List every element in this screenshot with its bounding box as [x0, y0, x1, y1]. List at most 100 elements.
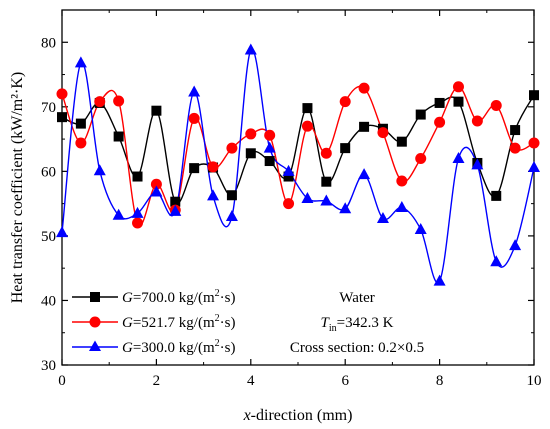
- data-point-square: [434, 97, 445, 108]
- fluid-label: Water: [339, 290, 374, 306]
- data-point-circle: [132, 217, 144, 229]
- y-axis-label: Heat transfer coefficient (kW/m²·K): [9, 72, 26, 304]
- data-point-circle: [396, 175, 408, 187]
- series-markers: [56, 43, 540, 286]
- data-point-triangle: [509, 239, 522, 251]
- data-point-circle: [56, 88, 68, 100]
- data-point-circle: [94, 96, 106, 108]
- data-point-square: [151, 105, 162, 116]
- data-point-triangle: [263, 141, 276, 153]
- y-tick-label: 80: [41, 35, 56, 51]
- y-tick-label: 60: [41, 164, 56, 180]
- data-point-triangle: [471, 158, 484, 170]
- data-point-square: [113, 131, 124, 142]
- data-point-triangle: [490, 255, 503, 267]
- legend-entry-0: G=700.0 kg/(m2·s): [72, 288, 235, 306]
- legend-entry-2: G=300.0 kg/(m2·s): [72, 338, 235, 356]
- data-point-triangle: [150, 185, 163, 197]
- data-point-circle: [226, 142, 238, 154]
- data-point-square: [510, 125, 521, 136]
- data-point-triangle: [452, 151, 465, 163]
- data-point-triangle: [301, 191, 314, 203]
- data-point-square: [170, 196, 181, 207]
- x-tick-label: 10: [527, 373, 542, 389]
- legend-label-0: G=700.0 kg/(m2·s): [122, 288, 235, 306]
- data-point-square: [340, 143, 351, 154]
- data-point-square: [283, 171, 294, 182]
- y-tick-label: 30: [41, 358, 56, 374]
- x-tick-label: 6: [341, 373, 349, 389]
- legend-marker-square: [90, 292, 100, 302]
- legend-marker-circle: [89, 316, 101, 328]
- legend-marker-triangle: [89, 340, 101, 351]
- data-point-square: [57, 112, 67, 123]
- legend-label-2: G=300.0 kg/(m2·s): [122, 338, 235, 356]
- data-point-circle: [320, 147, 332, 159]
- data-point-circle: [528, 137, 540, 149]
- data-point-triangle: [282, 164, 295, 176]
- conditions-annotation: Water Tin=342.3 K Cross section: 0.2×0.5: [290, 290, 424, 356]
- data-point-triangle: [414, 222, 427, 234]
- data-point-circle: [283, 198, 295, 210]
- data-point-triangle: [131, 206, 144, 218]
- data-point-circle: [509, 142, 521, 154]
- data-point-circle: [415, 152, 427, 164]
- data-point-triangle: [244, 43, 257, 55]
- axis-ticks: 0 2 4 6 8 10 30 40 50 60 70 80: [41, 10, 542, 389]
- y-tick-label: 70: [41, 100, 56, 116]
- data-point-triangle: [433, 274, 446, 286]
- data-point-square: [245, 148, 256, 159]
- data-point-circle: [452, 81, 464, 93]
- data-point-triangle: [74, 56, 87, 68]
- data-point-square: [321, 176, 332, 187]
- data-point-square: [453, 96, 464, 107]
- data-point-triangle: [376, 211, 389, 223]
- data-point-triangle: [93, 164, 106, 176]
- x-tick-label: 2: [153, 373, 161, 389]
- data-point-square: [226, 190, 237, 201]
- legend: G=700.0 kg/(m2·s) G=521.7 kg/(m2·s) G=30…: [72, 288, 235, 356]
- series-line-1: [61, 85, 535, 227]
- data-point-square: [529, 90, 539, 101]
- x-tick-label: 4: [247, 373, 255, 389]
- legend-entry-1: G=521.7 kg/(m2·s): [72, 313, 235, 331]
- data-point-circle: [301, 120, 313, 132]
- data-point-triangle: [207, 189, 220, 201]
- data-point-triangle: [56, 226, 68, 238]
- data-point-circle: [188, 112, 200, 124]
- legend-label-1: G=521.7 kg/(m2·s): [122, 313, 235, 331]
- data-point-square: [189, 163, 200, 174]
- data-point-circle: [75, 137, 87, 149]
- data-point-circle: [207, 161, 219, 173]
- data-point-triangle: [395, 201, 408, 213]
- data-point-square: [396, 136, 407, 147]
- data-point-square: [359, 121, 370, 132]
- data-point-circle: [377, 127, 389, 139]
- data-point-square: [75, 118, 86, 129]
- data-point-triangle: [225, 210, 238, 222]
- data-point-triangle: [188, 85, 201, 97]
- data-point-circle: [339, 96, 351, 108]
- data-point-circle: [490, 100, 502, 112]
- data-point-triangle: [169, 204, 182, 216]
- x-tick-label: 8: [436, 373, 444, 389]
- data-point-triangle: [320, 194, 333, 206]
- x-axis-label-text: -direction (mm): [251, 407, 353, 424]
- data-point-circle: [358, 82, 370, 94]
- inlet-temperature-label: Tin=342.3 K: [321, 315, 394, 334]
- data-point-triangle: [358, 168, 371, 180]
- x-axis-label: x-direction (mm): [243, 407, 353, 424]
- data-point-circle: [113, 95, 125, 107]
- plot-frame: [61, 9, 535, 366]
- data-point-triangle: [112, 208, 125, 220]
- data-point-circle: [434, 116, 446, 128]
- data-point-square: [302, 103, 313, 114]
- data-point-triangle: [339, 202, 352, 214]
- data-point-square: [132, 171, 143, 182]
- data-point-square: [491, 190, 502, 201]
- x-tick-label: 0: [58, 373, 66, 389]
- data-point-triangle: [528, 160, 540, 172]
- data-point-square: [415, 109, 426, 120]
- cross-section-label: Cross section: 0.2×0.5: [290, 340, 424, 356]
